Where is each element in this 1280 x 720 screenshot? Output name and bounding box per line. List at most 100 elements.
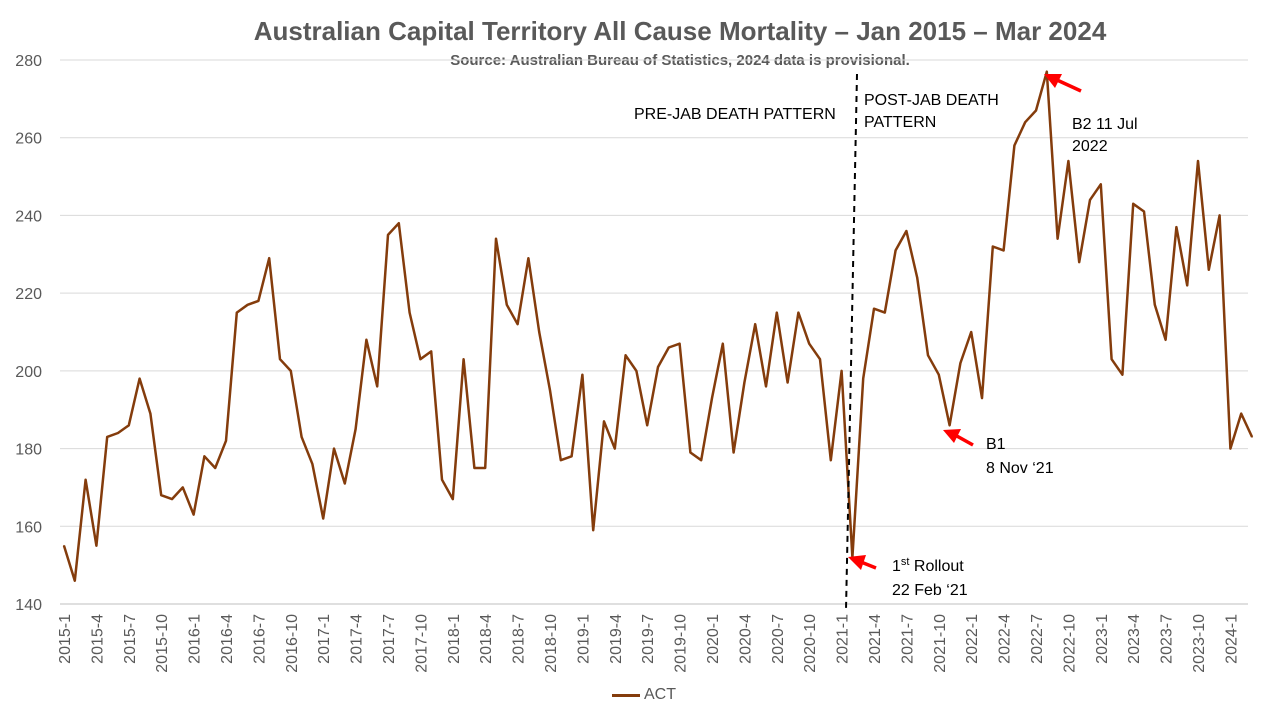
data-point — [614, 447, 616, 450]
data-point — [657, 366, 659, 368]
data-point — [203, 455, 206, 458]
data-point — [1067, 160, 1070, 162]
data-point — [376, 385, 379, 388]
x-tick-label: 2021-10 — [932, 614, 949, 673]
x-tick-label: 2020-10 — [802, 614, 819, 673]
data-point — [387, 234, 389, 236]
data-point — [63, 544, 65, 547]
x-tick-label: 2021-4 — [867, 614, 884, 664]
x-tick-label: 2016-1 — [187, 614, 204, 664]
b1-label-line2: 8 Nov ‘21 — [986, 460, 1054, 477]
data-point — [290, 370, 292, 372]
data-point — [1218, 214, 1221, 217]
data-point — [1132, 202, 1134, 205]
data-point — [560, 459, 562, 462]
data-point — [1056, 237, 1059, 240]
x-tick-label: 2015-4 — [89, 614, 106, 664]
data-point — [905, 230, 908, 232]
x-tick-label: 2022-10 — [1061, 614, 1078, 673]
data-point — [333, 447, 335, 450]
data-point — [1154, 304, 1156, 306]
x-tick-label: 2019-7 — [640, 614, 657, 664]
y-tick-label: 240 — [15, 208, 42, 225]
data-point — [1143, 210, 1145, 213]
x-tick-label: 2018-4 — [478, 614, 495, 664]
data-point — [538, 331, 540, 333]
data-point — [419, 358, 422, 361]
data-point — [765, 385, 767, 388]
series-act — [62, 70, 1254, 582]
y-tick-label: 140 — [15, 597, 42, 614]
data-point — [678, 342, 681, 345]
x-tick-label: 2021-1 — [835, 614, 852, 664]
data-point — [1002, 249, 1005, 252]
data-point — [1121, 373, 1124, 376]
data-point — [74, 579, 76, 582]
x-tick-label: 2017-10 — [413, 614, 430, 673]
data-point — [981, 397, 983, 399]
x-tick-label: 2023-10 — [1191, 614, 1208, 673]
data-point — [668, 346, 670, 349]
data-point — [452, 498, 454, 500]
data-point — [711, 397, 713, 399]
data-point — [1186, 284, 1188, 287]
rollout-divider-line — [845, 73, 858, 611]
x-tick-label: 2020-7 — [770, 614, 787, 664]
data-point — [192, 513, 195, 516]
data-point — [84, 478, 87, 481]
x-tick-label: 2023-1 — [1094, 614, 1111, 664]
data-point — [894, 249, 897, 252]
data-point — [722, 342, 724, 345]
data-point — [603, 420, 605, 423]
grid-lines — [60, 59, 1248, 605]
data-point — [797, 311, 800, 314]
y-tick-label: 200 — [15, 364, 42, 381]
data-point — [268, 257, 271, 259]
data-point — [311, 463, 314, 465]
x-tick-label: 2018-7 — [511, 614, 528, 664]
data-point — [970, 331, 972, 333]
data-point — [1110, 358, 1113, 361]
data-point — [549, 389, 551, 392]
data-point — [1175, 226, 1178, 228]
x-tick-label: 2016-7 — [251, 614, 268, 664]
b2-label-line1: B2 11 Jul — [1072, 116, 1138, 133]
data-point — [581, 373, 584, 376]
data-point — [484, 467, 487, 469]
x-tick-label: 2015-7 — [122, 614, 139, 664]
data-point — [365, 338, 368, 341]
data-point — [1229, 447, 1232, 450]
data-point — [700, 459, 702, 462]
x-tick-label: 2023-7 — [1159, 614, 1176, 664]
y-tick-label: 160 — [15, 519, 42, 536]
x-tick-label: 2020-4 — [737, 614, 754, 664]
data-point — [1013, 144, 1016, 147]
post-jab-label-line1: POST-JAB DEATH — [864, 92, 999, 109]
x-tick-label: 2018-10 — [543, 614, 560, 673]
b1-label-line1: B1 — [986, 436, 1006, 453]
data-point — [948, 424, 951, 427]
b1-arrow — [943, 429, 974, 447]
data-point — [128, 424, 130, 427]
x-tick-label: 2023-4 — [1126, 614, 1143, 664]
data-point — [354, 428, 357, 430]
data-point — [1164, 338, 1167, 341]
data-point — [830, 459, 832, 462]
data-point — [408, 311, 411, 314]
data-point — [214, 467, 216, 469]
data-point — [819, 358, 821, 361]
data-point — [927, 354, 929, 357]
rollout-label: 1st Rollout — [892, 556, 964, 575]
data-point — [300, 436, 303, 438]
x-tick-label: 2017-4 — [349, 614, 366, 664]
x-tick-label: 2018-1 — [446, 614, 463, 664]
post-jab-label-line2: PATTERN — [864, 114, 936, 131]
rollout-date-label: 22 Feb ‘21 — [892, 582, 968, 599]
data-point — [1100, 183, 1102, 186]
data-point — [506, 304, 508, 306]
data-point — [160, 494, 162, 497]
data-point — [1035, 109, 1037, 112]
data-point — [624, 354, 627, 357]
x-tick-label: 2019-10 — [673, 614, 690, 673]
